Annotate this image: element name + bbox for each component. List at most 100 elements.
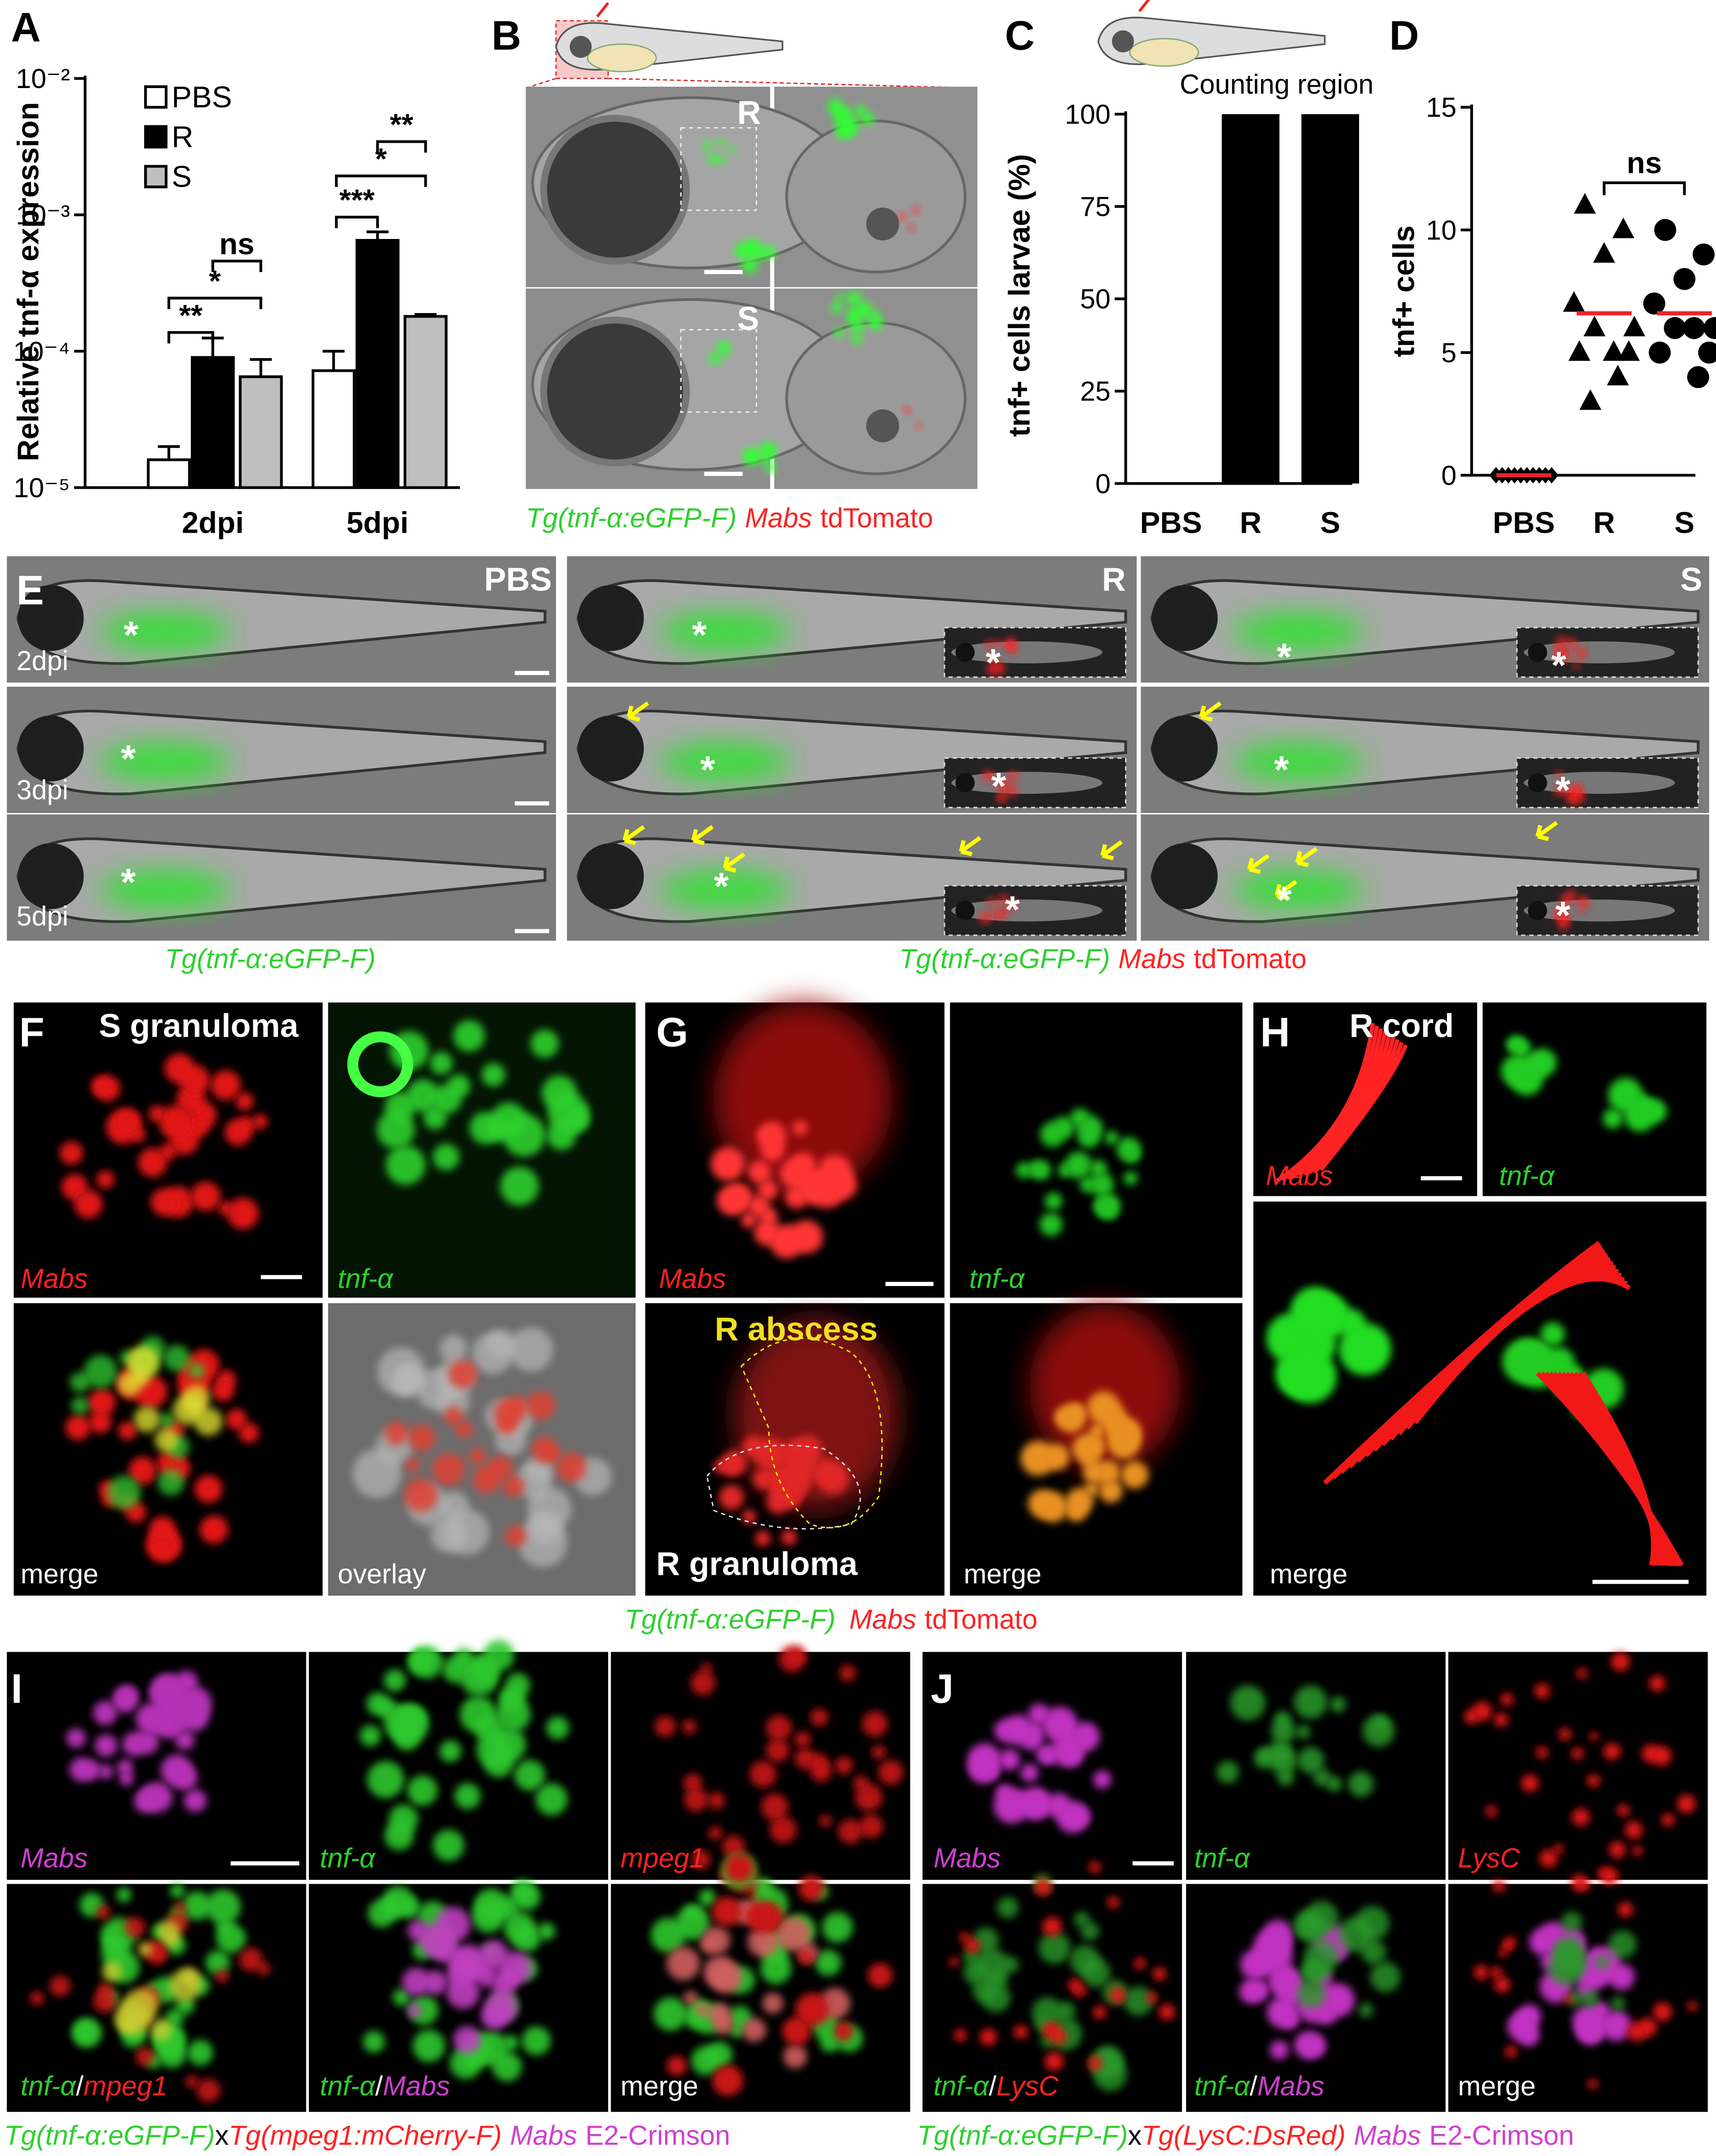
cell: [159, 1105, 193, 1140]
cell: [1559, 1728, 1571, 1741]
caption-part: Mabs: [745, 503, 812, 533]
cell: [1529, 1928, 1557, 1956]
cell: [212, 1379, 234, 1401]
cell: [1339, 1323, 1391, 1376]
cell: [185, 2075, 199, 2088]
cell: [994, 640, 1001, 647]
marker: *: [1005, 889, 1020, 932]
cell: [702, 141, 712, 150]
marker: *: [121, 861, 136, 904]
significance-bracket: [335, 174, 427, 187]
cell: [980, 912, 991, 923]
caption: Tg(tnf-α:eGFP-F): [165, 943, 376, 974]
cell: [734, 243, 750, 259]
cell: [838, 1819, 863, 1844]
cell: [503, 1476, 525, 1498]
cell: [847, 292, 861, 306]
cell: [384, 1421, 408, 1445]
cell: [516, 1463, 552, 1500]
larva-mark: [1138, 0, 1150, 12]
cell: [537, 1922, 556, 1940]
cell: [1090, 1172, 1114, 1197]
inset-box: [680, 127, 757, 211]
cell: [205, 1950, 230, 1975]
cell: [760, 456, 769, 465]
cell: [522, 2026, 551, 2055]
cell: [708, 1792, 725, 1809]
cell: [1081, 1922, 1099, 1940]
marker: *: [991, 765, 1006, 808]
cell: [859, 1814, 883, 1838]
cell: [810, 1708, 829, 1727]
cell: [828, 1171, 857, 1200]
cell: [965, 1938, 980, 1953]
cell: [1043, 1444, 1070, 1471]
cell: [1556, 1945, 1588, 1976]
cell: [500, 1166, 539, 1206]
cell: [188, 1362, 205, 1379]
cell: [382, 1886, 414, 1917]
cell: [968, 1754, 998, 1784]
cell: [761, 1138, 785, 1162]
cell: [1603, 1109, 1623, 1129]
images: [7, 0, 1709, 2112]
point: [1698, 341, 1716, 364]
cell: [1020, 1764, 1039, 1782]
cell: [989, 654, 997, 663]
cell: [766, 1738, 790, 1762]
marker: *: [124, 614, 139, 657]
point: [1602, 340, 1625, 361]
cell: [766, 1715, 792, 1741]
cell: [177, 1687, 212, 1721]
cell: [988, 898, 996, 906]
caption-part: x: [215, 2120, 229, 2151]
y-tick-label: 10: [1426, 215, 1456, 245]
cell: [141, 1788, 159, 1807]
image-label: tnf-α: [338, 1264, 394, 1294]
cell: [1099, 1479, 1123, 1503]
cell: [1216, 1761, 1239, 1784]
cell: [1649, 1675, 1665, 1692]
cell: [472, 1333, 513, 1374]
cell: [1490, 1967, 1503, 1979]
cell: [1677, 1794, 1696, 1813]
row-label: 3dpi: [17, 774, 69, 805]
image-label: R: [737, 94, 761, 131]
image-label: merge: [621, 2071, 698, 2101]
cell: [1239, 1979, 1263, 2004]
cell: [1373, 1716, 1388, 1731]
cell: [447, 1074, 471, 1098]
cell: [1370, 1962, 1401, 1993]
image-background: [922, 1652, 1182, 1880]
cell: [1146, 1992, 1157, 2003]
cell: [717, 138, 725, 146]
label-part: mpeg1: [84, 2071, 168, 2101]
y-tick-label: 0: [1441, 460, 1456, 490]
image-title: R cord: [1350, 1007, 1454, 1044]
cell: [363, 2031, 385, 2053]
x-tick-label: 5dpi: [347, 506, 409, 539]
cell: [1556, 910, 1567, 922]
cell: [1568, 793, 1579, 804]
cell: [1003, 1714, 1034, 1745]
cloud: [659, 612, 791, 651]
image-label: merge: [1458, 2071, 1535, 2101]
cell: [134, 1406, 160, 1433]
cell: [433, 1937, 459, 1963]
cell: [1587, 1774, 1600, 1787]
cell: [1561, 1912, 1582, 1932]
cell: [170, 1883, 185, 1898]
cell: [743, 449, 759, 465]
cell: [135, 2047, 154, 2066]
caption-part: Mabs: [1118, 943, 1185, 974]
zoom-cell: [866, 409, 900, 442]
cell: [386, 1145, 426, 1185]
cell: [1535, 1683, 1550, 1699]
cell: [761, 1793, 789, 1820]
eye: [540, 317, 690, 467]
cell: [1032, 1160, 1051, 1180]
cell: [1578, 896, 1589, 907]
cell: [1595, 1955, 1610, 1970]
cell: [1283, 1349, 1337, 1403]
cell: [136, 1703, 168, 1735]
